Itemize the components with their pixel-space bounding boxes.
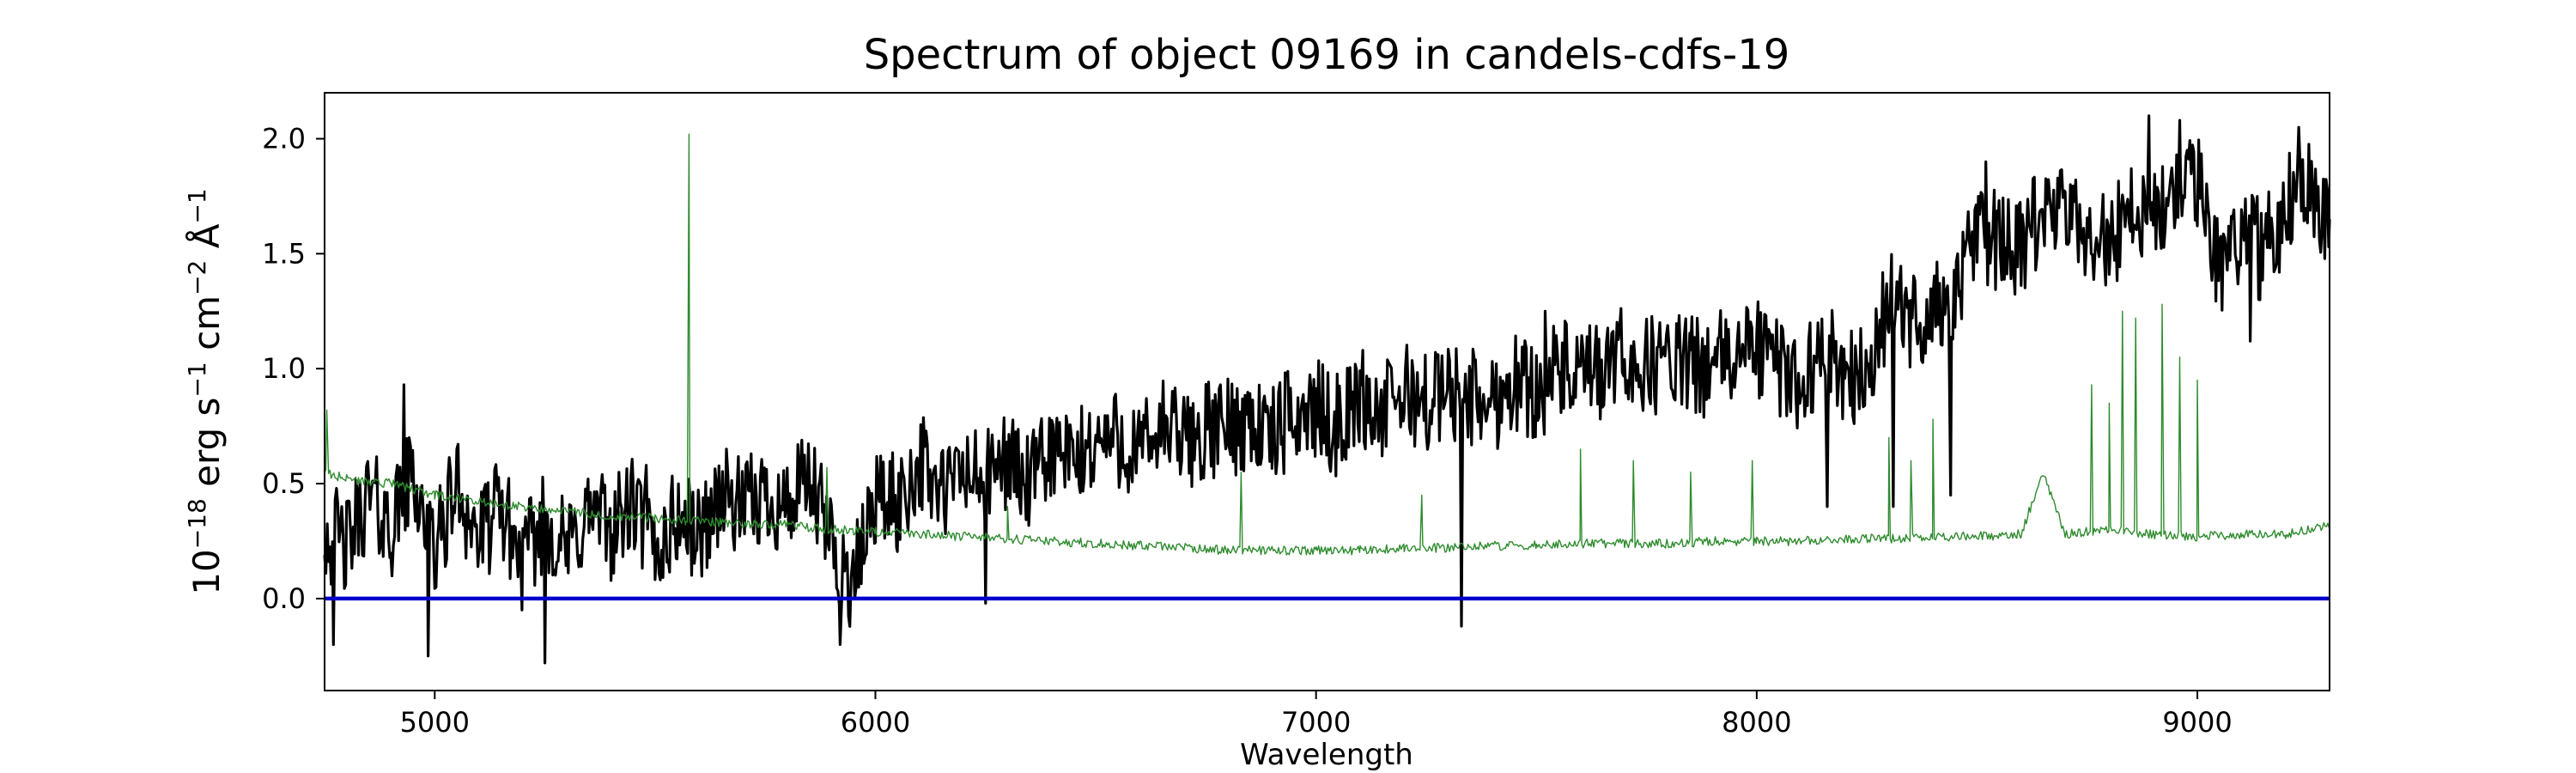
y-tick-label: 1.0 (262, 352, 306, 385)
flux-series-line (323, 114, 2331, 665)
x-tick-label: 6000 (841, 706, 910, 739)
x-axis-label: Wavelength (1240, 738, 1413, 772)
x-tick-label: 5000 (400, 706, 470, 739)
y-tick-label: 1.5 (262, 237, 306, 270)
y-tick-label: 0.0 (262, 582, 306, 615)
y-tick-label: 0.5 (262, 467, 306, 500)
x-tick-label: 8000 (1722, 706, 1791, 739)
x-tick-label: 9000 (2162, 706, 2232, 739)
chart-title: Spectrum of object 09169 in candels-cdfs… (864, 31, 1790, 79)
y-tick-label: 2.0 (262, 123, 306, 155)
ticks-layer: 5000 6000 7000 8000 9000 0.0 0.5 1.0 1.5 2.0 (262, 123, 2233, 739)
plot-frame (324, 92, 2330, 691)
error-series-line (324, 133, 2330, 556)
y-axis-label: 10−18 erg s−1 cm−2 Å−1 (183, 188, 228, 594)
series-layer (323, 114, 2331, 665)
x-tick-label: 7000 (1281, 706, 1351, 739)
